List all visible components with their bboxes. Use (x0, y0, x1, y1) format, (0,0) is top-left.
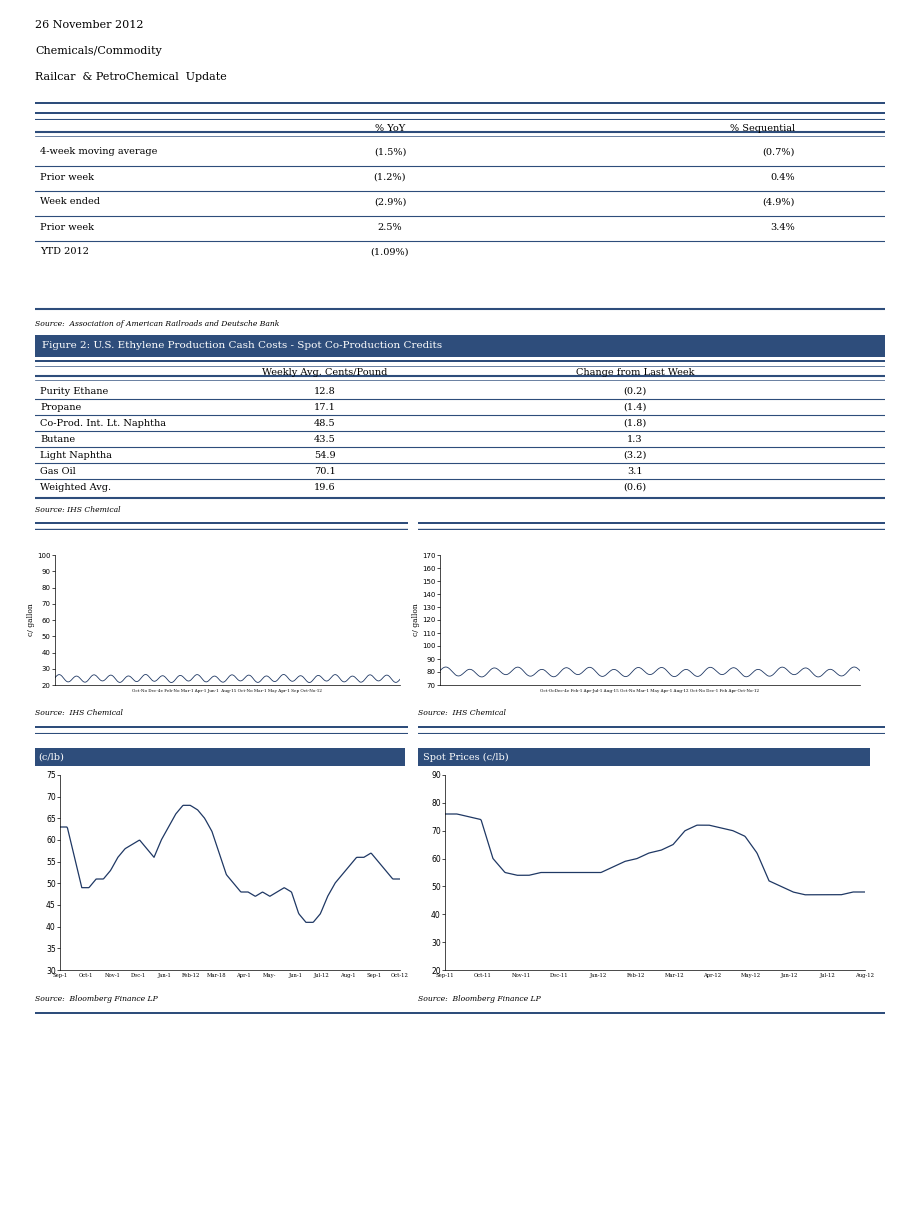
Text: Jul-12: Jul-12 (313, 973, 329, 978)
Text: Oct-11: Oct-11 (473, 973, 492, 978)
Text: May-: May- (262, 973, 276, 978)
Text: Source:  IHS Chemical: Source: IHS Chemical (417, 709, 505, 717)
Text: Railcar  & PetroChemical  Update: Railcar & PetroChemical Update (35, 72, 226, 82)
Text: Dec-11: Dec-11 (550, 973, 568, 978)
Text: 12.8: 12.8 (313, 387, 335, 395)
Text: (3.2): (3.2) (623, 450, 646, 459)
Text: Oct-1: Oct-1 (79, 973, 94, 978)
Text: Sep-11: Sep-11 (436, 973, 454, 978)
Text: 0.4%: 0.4% (769, 173, 794, 181)
Text: Source:  Bloomberg Finance LP: Source: Bloomberg Finance LP (35, 995, 157, 1002)
Text: Butane: Butane (40, 435, 75, 443)
Text: Weighted Avg.: Weighted Avg. (40, 482, 111, 492)
Text: Source:  IHS Chemical: Source: IHS Chemical (35, 709, 123, 717)
Text: (1.2%): (1.2%) (373, 173, 406, 181)
Text: Change from Last Week: Change from Last Week (575, 368, 694, 377)
Text: Weekly Avg. Cents/Pound: Weekly Avg. Cents/Pound (262, 368, 387, 377)
Text: Jan-1: Jan-1 (157, 973, 171, 978)
Text: Jan-12: Jan-12 (588, 973, 606, 978)
Text: % Sequential: % Sequential (729, 124, 794, 133)
Text: 2.5%: 2.5% (378, 223, 402, 231)
Text: Nov-11: Nov-11 (511, 973, 530, 978)
Text: Propane: Propane (40, 403, 81, 411)
Text: 43.5: 43.5 (313, 435, 335, 443)
Text: Chemicals/Commodity: Chemicals/Commodity (35, 47, 162, 56)
Text: (c/lb): (c/lb) (39, 753, 64, 761)
Text: 19.6: 19.6 (314, 482, 335, 492)
Text: (0.6): (0.6) (623, 482, 646, 492)
Text: Prior week: Prior week (40, 223, 94, 231)
Text: Sep-1: Sep-1 (366, 973, 381, 978)
Text: Mar-12: Mar-12 (664, 973, 683, 978)
Text: Light Naphtha: Light Naphtha (40, 450, 112, 459)
Text: (1.5%): (1.5%) (373, 148, 406, 157)
Text: (2.9%): (2.9%) (373, 197, 406, 207)
Text: (1.4): (1.4) (623, 403, 646, 411)
Text: 4-week moving average: 4-week moving average (40, 148, 157, 157)
Text: Jul-12: Jul-12 (818, 973, 834, 978)
Text: Source:  Bloomberg Finance LP: Source: Bloomberg Finance LP (417, 995, 540, 1002)
Text: Source: IHS Chemical: Source: IHS Chemical (35, 506, 120, 514)
Text: YTD 2012: YTD 2012 (40, 247, 89, 257)
Text: Gas Oil: Gas Oil (40, 466, 75, 475)
Text: Jun-1: Jun-1 (288, 973, 302, 978)
Text: (4.9%): (4.9%) (762, 197, 794, 207)
Text: (0.2): (0.2) (623, 387, 646, 395)
Text: Apr-1: Apr-1 (235, 973, 250, 978)
Text: Feb-12: Feb-12 (626, 973, 644, 978)
Text: 1.3: 1.3 (627, 435, 642, 443)
Text: Figure 2: U.S. Ethylene Production Cash Costs - Spot Co-Production Credits: Figure 2: U.S. Ethylene Production Cash … (41, 341, 441, 350)
Text: Feb-12: Feb-12 (181, 973, 199, 978)
Text: Source:  Association of American Railroads and Deutsche Bank: Source: Association of American Railroad… (35, 321, 279, 328)
Text: Oct-OcDec-4e Feb-1 Apr-Jul-1 Aug-15 Oct-No Mar-1 May Apr-1 Aug-12 Oct-No Dec-1 F: Oct-OcDec-4e Feb-1 Apr-Jul-1 Aug-15 Oct-… (539, 689, 759, 693)
Text: 54.9: 54.9 (314, 450, 335, 459)
Text: Co-Prod. Int. Lt. Naphtha: Co-Prod. Int. Lt. Naphtha (40, 419, 165, 427)
Text: 17.1: 17.1 (313, 403, 335, 411)
Text: 3.4%: 3.4% (769, 223, 794, 231)
Text: Aug-1: Aug-1 (339, 973, 355, 978)
Text: Spot Prices (c/lb): Spot Prices (c/lb) (422, 753, 507, 761)
Text: (1.09%): (1.09%) (370, 247, 409, 257)
Text: 70.1: 70.1 (313, 466, 335, 475)
Text: Sep-1: Sep-1 (52, 973, 68, 978)
Text: 3.1: 3.1 (627, 466, 642, 475)
Text: 48.5: 48.5 (314, 419, 335, 427)
Y-axis label: c/ gallon: c/ gallon (411, 603, 419, 636)
Text: May-12: May-12 (740, 973, 760, 978)
Text: Nov-1: Nov-1 (104, 973, 120, 978)
Y-axis label: c/ gallon: c/ gallon (27, 603, 35, 636)
Text: Mar-18: Mar-18 (207, 973, 226, 978)
FancyBboxPatch shape (35, 748, 404, 766)
Text: (1.8): (1.8) (623, 419, 646, 427)
Text: 26 November 2012: 26 November 2012 (35, 20, 143, 31)
FancyBboxPatch shape (417, 748, 869, 766)
Text: Dec-1: Dec-1 (130, 973, 146, 978)
Text: Oct-No Dec-4e Feb-No Mar-1 Apr-1 Jun-1  Aug-15 Oct-No Mar-1 May Apr-1 Sep Oct-No: Oct-No Dec-4e Feb-No Mar-1 Apr-1 Jun-1 A… (132, 689, 323, 693)
Text: Jun-12: Jun-12 (779, 973, 797, 978)
Text: Apr-12: Apr-12 (702, 973, 720, 978)
Text: Aug-12: Aug-12 (855, 973, 874, 978)
FancyBboxPatch shape (35, 335, 884, 357)
Text: % YoY: % YoY (374, 124, 404, 133)
Text: Week ended: Week ended (40, 197, 100, 207)
Text: (0.7%): (0.7%) (762, 148, 794, 157)
Text: Purity Ethane: Purity Ethane (40, 387, 108, 395)
Text: Prior week: Prior week (40, 173, 94, 181)
Text: Oct-12: Oct-12 (391, 973, 408, 978)
